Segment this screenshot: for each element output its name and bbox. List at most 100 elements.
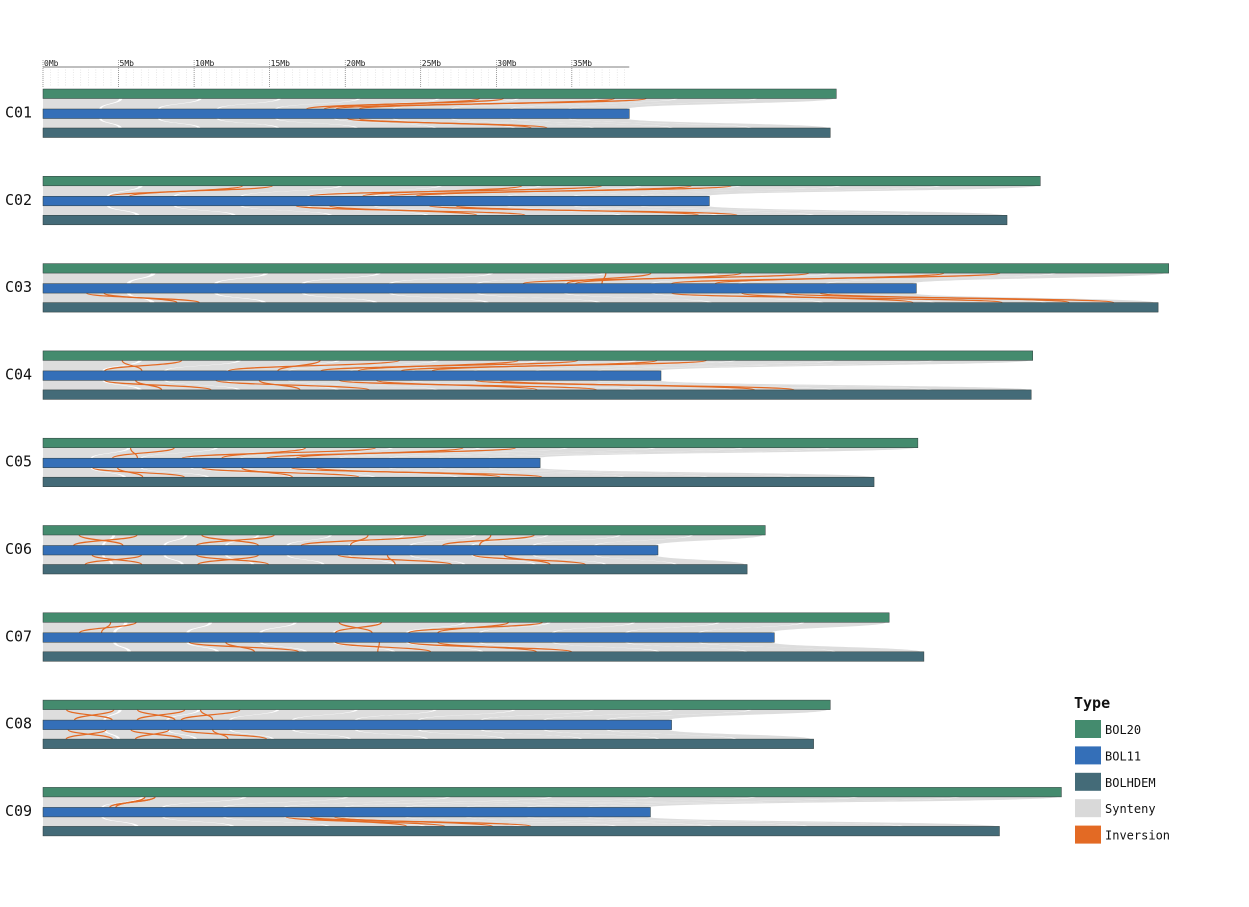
chromosome-bar-bol20 <box>42 612 890 623</box>
inversion-link <box>377 642 381 652</box>
legend-swatch <box>1075 799 1101 818</box>
synteny-ribbon <box>228 380 435 390</box>
inversion-link <box>225 641 256 653</box>
chromosome-bar-bol11 <box>42 108 630 119</box>
synteny-ribbon <box>589 816 996 827</box>
synteny-ribbon <box>420 729 580 740</box>
synteny-ribbon <box>589 796 1058 808</box>
synteny-ribbon <box>576 205 907 216</box>
chromosome-label: C06 <box>5 540 32 558</box>
inversion-link <box>103 292 178 304</box>
inversion-link <box>104 359 183 372</box>
chromosome-bar-bol11 <box>42 807 651 818</box>
chromosome-bar-bol20 <box>42 88 837 99</box>
inversion-link <box>400 359 707 372</box>
synteny-ribbon <box>473 535 618 546</box>
synteny-ribbon <box>43 622 125 633</box>
synteny-ribbon <box>218 118 355 128</box>
chromosome-bar-bol20 <box>42 350 1033 361</box>
synteny-ribbon <box>160 98 278 109</box>
scale-tick-label: 25Mb <box>422 59 441 68</box>
chromosome-bar-bol11 <box>42 719 672 730</box>
chromosome-bar-bolhdem <box>42 215 1008 226</box>
inversion-link <box>73 534 138 547</box>
synteny-ribbon <box>43 467 123 478</box>
synteny-ribbon <box>116 642 216 652</box>
synteny-ribbon <box>346 796 650 808</box>
chromosome-panel-c02: C02 <box>5 176 1041 226</box>
synteny-ribbon <box>165 535 257 546</box>
inversion-link <box>566 272 652 285</box>
inversion-link <box>92 467 185 478</box>
scale-tick-label: 5Mb <box>120 59 135 68</box>
chromosome-label: C01 <box>5 104 32 122</box>
inversion-link <box>315 467 501 478</box>
synteny-ribbon <box>142 447 302 459</box>
synteny-ribbon <box>43 796 141 808</box>
scale-tick-label: 30Mb <box>497 59 516 68</box>
synteny-ribbon <box>642 205 1004 216</box>
synteny-ribbon <box>642 185 1037 197</box>
synteny-ribbon <box>537 380 929 390</box>
synteny-ribbon <box>453 118 670 128</box>
chromosome-bar-bol11 <box>42 196 710 207</box>
inversion-link <box>197 554 259 566</box>
synteny-ribbon <box>43 555 111 565</box>
chromosome-bar-bol11 <box>42 545 659 556</box>
synteny-ribbon <box>294 729 426 740</box>
chromosome-bar-bolhdem <box>42 564 748 575</box>
synteny-ribbon <box>440 447 827 459</box>
inversion-link <box>188 641 300 653</box>
synteny-ribbon <box>570 98 834 109</box>
inversion-link <box>386 554 396 565</box>
inversion-link <box>337 554 452 566</box>
synteny-ribbon <box>567 293 820 303</box>
synteny-ribbon <box>43 360 139 371</box>
inversion-link <box>66 709 113 721</box>
chromosome-panels: C01 C02 C03 C04 C05 C06 C07 C08 C09 <box>5 88 1169 837</box>
synteny-ribbon <box>294 709 434 721</box>
legend-label: BOL11 <box>1105 749 1141 763</box>
synteny-ribbon <box>481 642 657 652</box>
synteny-ribbon <box>608 729 811 740</box>
synteny-ribbon <box>394 118 591 128</box>
synteny-ribbon <box>43 535 113 546</box>
synteny-ribbon <box>534 555 674 565</box>
scale-tick-label: 35Mb <box>573 59 592 68</box>
inversion-link <box>335 97 647 110</box>
synteny-ribbon <box>468 816 805 827</box>
inversion-link <box>65 729 107 740</box>
scale-bar: 0Mb 5Mb 10Mb 15Mb 20Mb 25Mb 30Mb 35Mb <box>42 59 630 87</box>
synteny-ribbon <box>545 709 749 721</box>
synteny-ribbon <box>225 816 422 827</box>
synteny-ribbon <box>166 360 336 371</box>
synteny-ribbon <box>407 816 709 827</box>
inversion-link <box>320 359 579 372</box>
synteny-ribbon <box>357 729 503 740</box>
synteny-ribbon <box>277 98 437 109</box>
inversion-link <box>135 380 163 391</box>
synteny-ribbon <box>701 642 921 652</box>
inversion-link <box>201 467 360 478</box>
synteny-ribbon <box>189 622 294 633</box>
synteny-ribbon <box>305 293 485 303</box>
inversion-link <box>136 709 186 721</box>
chromosome-bar-bol20 <box>42 176 1041 187</box>
inversion-link <box>180 709 241 721</box>
inversion-link <box>741 292 914 304</box>
inversion-link <box>376 379 538 391</box>
chromosome-panel-c05: C05 <box>5 437 919 487</box>
chromosome-bar-bolhdem <box>42 389 1032 400</box>
synteny-ribbon <box>262 622 379 633</box>
synteny-ribbon <box>104 555 182 565</box>
synteny-ribbon <box>218 98 358 109</box>
synteny-ribbon <box>528 816 900 827</box>
inversion-link <box>134 729 170 740</box>
inversion-link <box>442 534 535 547</box>
chromosome-panel-c08: C08 <box>5 699 831 749</box>
inversion-link <box>109 185 273 197</box>
synteny-ribbon <box>440 467 788 478</box>
inversion-link <box>455 205 700 216</box>
synteny-ribbon <box>130 273 264 284</box>
chromosome-panel-c07: C07 <box>5 612 925 662</box>
